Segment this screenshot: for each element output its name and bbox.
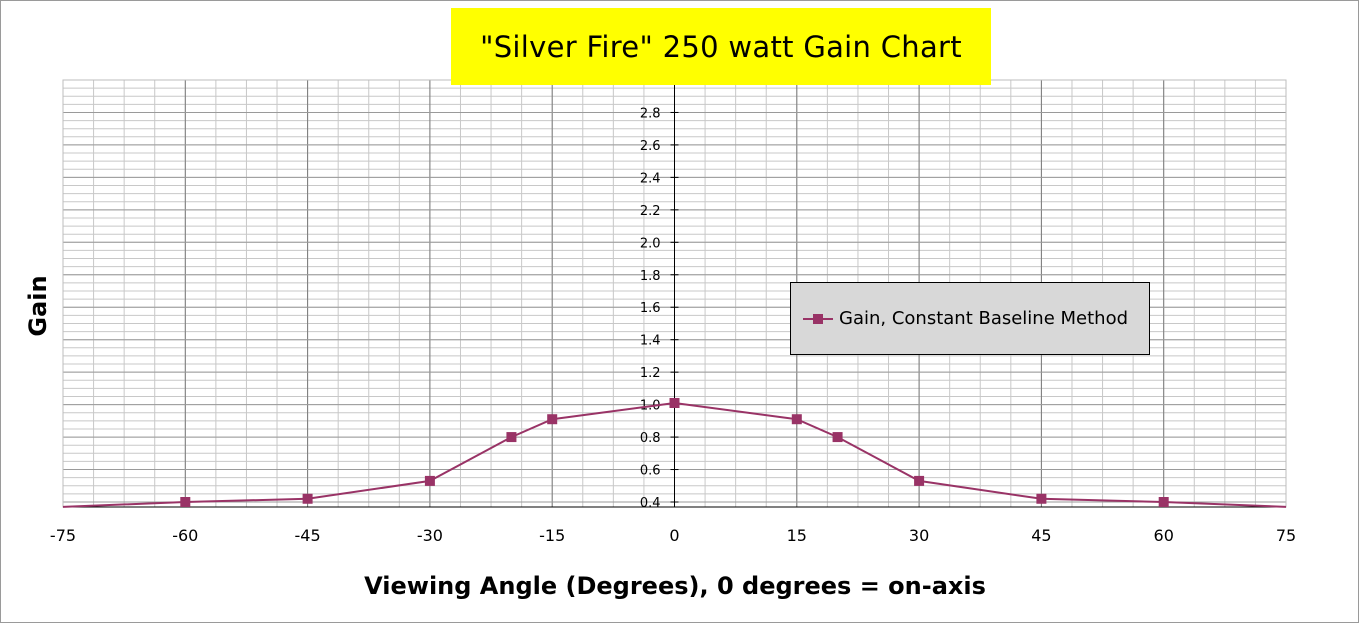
x-axis-label: Viewing Angle (Degrees), 0 degrees = on-…	[364, 572, 986, 600]
y-tick-label: 2.6	[640, 139, 661, 154]
data-point-marker	[669, 397, 680, 408]
y-tick-label: 2.2	[640, 204, 661, 219]
y-tick-label: 2.4	[640, 171, 661, 186]
x-tick-label: -30	[417, 526, 443, 545]
y-tick-label: 1.8	[640, 269, 661, 284]
chart-title: "Silver Fire" 250 watt Gain Chart	[480, 29, 962, 64]
data-point-marker	[914, 475, 925, 486]
x-tick-label: 0	[669, 526, 679, 545]
series-gain	[62, 397, 1287, 508]
y-tick-label: 0.8	[640, 431, 661, 446]
legend: Gain, Constant Baseline Method	[790, 282, 1150, 355]
y-tick-label: 1.2	[640, 366, 661, 381]
y-tick-labels: 0.40.60.81.01.21.41.61.82.02.22.42.62.83…	[640, 74, 661, 511]
x-tick-label: 15	[787, 526, 807, 545]
x-tick-label: 45	[1031, 526, 1051, 545]
x-tick-label: 30	[909, 526, 929, 545]
x-tick-label: -75	[50, 526, 76, 545]
y-tick-label: 0.4	[640, 496, 661, 511]
data-point-marker	[1036, 493, 1047, 504]
data-point-marker	[1158, 497, 1169, 507]
x-tick-label: 75	[1276, 526, 1296, 545]
data-point-marker	[424, 475, 435, 486]
x-tick-label: -60	[172, 526, 198, 545]
legend-swatch-icon	[803, 313, 833, 325]
data-point-marker	[180, 497, 191, 507]
x-tick-label: -15	[539, 526, 565, 545]
y-axis-label: Gain	[24, 275, 52, 337]
data-point-marker	[791, 414, 802, 425]
y-tick-label: 1.6	[640, 301, 661, 316]
x-tick-label: 60	[1154, 526, 1174, 545]
y-tick-label: 2.0	[640, 236, 661, 251]
data-point-marker	[302, 493, 313, 504]
chart-title-box: "Silver Fire" 250 watt Gain Chart	[451, 8, 991, 85]
y-tick-label: 0.6	[640, 464, 661, 479]
x-tick-label: -45	[295, 526, 321, 545]
x-tick-labels: -75 -60 -45 -30 -15 0 15 30 45 60 75	[50, 526, 1296, 545]
y-tick-label: 2.8	[640, 106, 661, 121]
data-point-marker	[547, 414, 558, 425]
data-point-marker	[506, 432, 517, 443]
y-tick-label: 1.4	[640, 334, 661, 349]
data-point-marker	[832, 432, 843, 443]
legend-entry-label: Gain, Constant Baseline Method	[839, 308, 1129, 329]
